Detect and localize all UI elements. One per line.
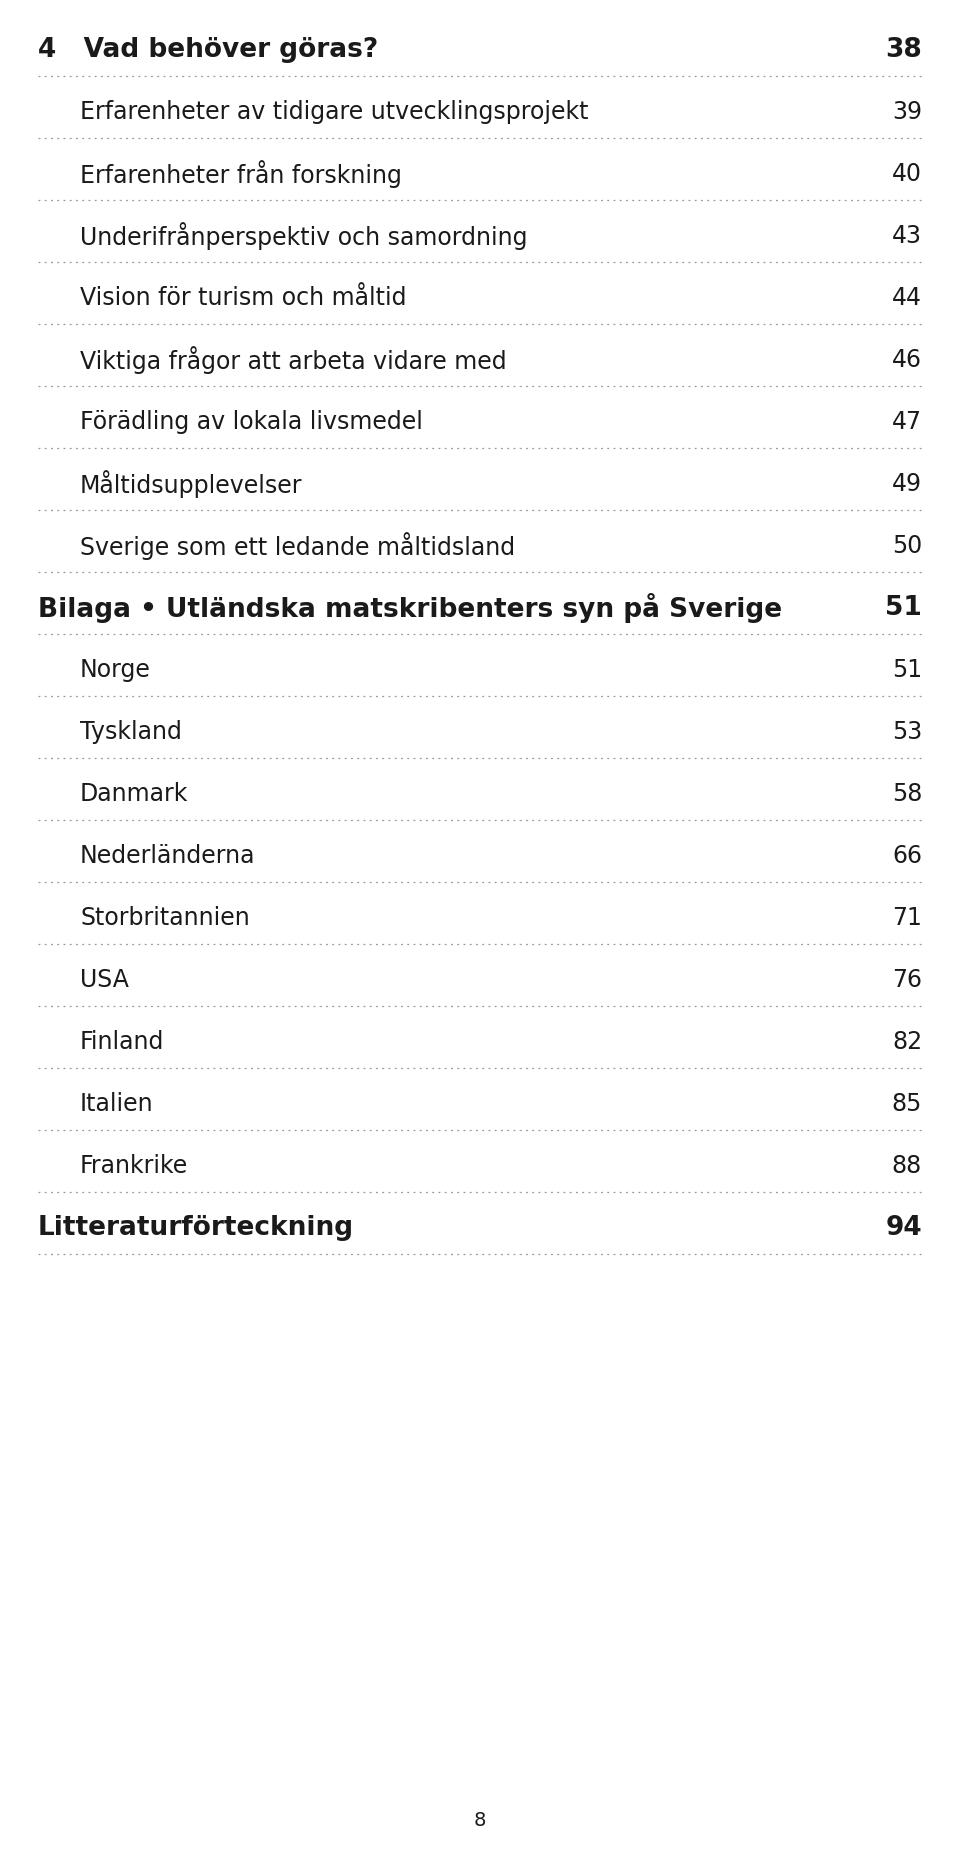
Text: 66: 66 — [892, 845, 922, 869]
Text: 82: 82 — [892, 1031, 922, 1055]
Text: 76: 76 — [892, 967, 922, 992]
Text: Nederländerna: Nederländerna — [80, 845, 255, 869]
Text: Frankrike: Frankrike — [80, 1155, 188, 1177]
Text: Erfarenheter av tidigare utvecklingsprojekt: Erfarenheter av tidigare utvecklingsproj… — [80, 100, 588, 124]
Text: Underifrånperspektiv och samordning: Underifrånperspektiv och samordning — [80, 223, 527, 251]
Text: Storbritannien: Storbritannien — [80, 906, 250, 930]
Text: 4   Vad behöver göras?: 4 Vad behöver göras? — [38, 37, 378, 63]
Text: 49: 49 — [892, 472, 922, 496]
Text: 44: 44 — [892, 286, 922, 310]
Text: Finland: Finland — [80, 1031, 164, 1055]
Text: 43: 43 — [892, 225, 922, 249]
Text: Sverige som ett ledande måltidsland: Sverige som ett ledande måltidsland — [80, 533, 516, 561]
Text: Erfarenheter från forskning: Erfarenheter från forskning — [80, 160, 402, 188]
Text: 39: 39 — [892, 100, 922, 124]
Text: Tyskland: Tyskland — [80, 721, 181, 745]
Text: USA: USA — [80, 967, 129, 992]
Text: Viktiga frågor att arbeta vidare med: Viktiga frågor att arbeta vidare med — [80, 345, 507, 375]
Text: 88: 88 — [892, 1155, 922, 1177]
Text: Danmark: Danmark — [80, 782, 188, 806]
Text: 51: 51 — [892, 657, 922, 682]
Text: 58: 58 — [892, 782, 922, 806]
Text: 71: 71 — [892, 906, 922, 930]
Text: Måltidsupplevelser: Måltidsupplevelser — [80, 470, 302, 498]
Text: 53: 53 — [892, 721, 922, 745]
Text: 85: 85 — [892, 1092, 922, 1116]
Text: 51: 51 — [885, 596, 922, 622]
Text: 46: 46 — [892, 349, 922, 371]
Text: Italien: Italien — [80, 1092, 154, 1116]
Text: Norge: Norge — [80, 657, 151, 682]
Text: Litteraturförteckning: Litteraturförteckning — [38, 1214, 354, 1240]
Text: Förädling av lokala livsmedel: Förädling av lokala livsmedel — [80, 410, 422, 435]
Text: Bilaga • Utländska matskribenters syn på Sverige: Bilaga • Utländska matskribenters syn på… — [38, 592, 782, 624]
Text: 38: 38 — [885, 37, 922, 63]
Text: 94: 94 — [885, 1214, 922, 1240]
Text: 47: 47 — [892, 410, 922, 435]
Text: 8: 8 — [474, 1811, 486, 1829]
Text: 40: 40 — [892, 162, 922, 186]
Text: Vision för turism och måltid: Vision för turism och måltid — [80, 286, 406, 310]
Text: 50: 50 — [892, 535, 922, 559]
